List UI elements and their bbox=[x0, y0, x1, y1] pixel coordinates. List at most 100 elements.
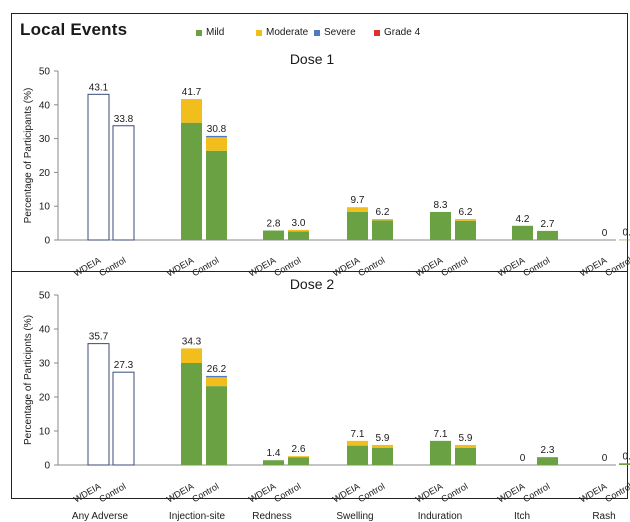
bottom-label-swelling: Swelling bbox=[336, 511, 374, 522]
dose-1-bar-injection-site-control-moderate bbox=[206, 137, 227, 151]
dose-1-bar-induration-wdeia-mild bbox=[430, 211, 451, 240]
legend: Mild Moderate Severe Grade 4 bbox=[196, 27, 420, 38]
dose-2-bar-injection-site-control-moderate bbox=[206, 377, 227, 387]
dose-2-data-label-rash-control: 0.5 bbox=[623, 451, 630, 462]
dose-1-bar-redness-wdeia-mild bbox=[263, 230, 284, 240]
dose-2-bar-label-itch-wdeia: WDEIA bbox=[496, 481, 527, 504]
dose-1-bar-swelling-control-moderate bbox=[372, 219, 393, 221]
dose-1-bar-label-itch-wdeia: WDEIA bbox=[496, 255, 527, 278]
dose-2-data-label-induration-control: 5.9 bbox=[459, 433, 473, 444]
bottom-label-any-adverse: Any Adverse bbox=[71, 511, 129, 522]
dose-2-bar-label-injection-site-control: Control bbox=[190, 481, 220, 504]
dose-1-bar-label-swelling-wdeia: WDEIA bbox=[331, 255, 362, 278]
dose-2-bar-label-itch-control: Control bbox=[521, 481, 551, 504]
dose-1-data-label-any-adverse-control: 33.8 bbox=[114, 114, 134, 125]
dose-2-bar-any-adverse-control bbox=[112, 371, 135, 466]
dose-2-y-tick-label: 30 bbox=[39, 359, 51, 370]
dose-1-bar-swelling-wdeia-moderate bbox=[347, 207, 368, 212]
dose-1-bar-swelling-control-mild bbox=[372, 220, 393, 240]
dose-1-data-label-redness-control: 3.0 bbox=[292, 218, 306, 229]
dose-2-bar-induration-wdeia-mild bbox=[430, 440, 451, 465]
dose-1-data-label-swelling-wdeia: 9.7 bbox=[351, 195, 365, 206]
dose-1-bar-label-induration-control: Control bbox=[439, 255, 469, 278]
dose-1-data-label-itch-wdeia: 4.2 bbox=[516, 214, 530, 225]
dose-2-bar-swelling-wdeia-mild bbox=[347, 445, 368, 465]
dose-2-y-tick-label: 40 bbox=[39, 325, 51, 336]
dose-2-bar-label-any-adverse-wdeia: WDEIA bbox=[72, 481, 103, 504]
dose-2-y-axis-label: Percentage of Participnts (%) bbox=[23, 315, 34, 445]
dose-1-data-label-any-adverse-wdeia: 43.1 bbox=[89, 82, 109, 93]
dose-2-bar-injection-site-control-mild bbox=[206, 386, 227, 465]
dose-2-bar-injection-site-wdeia-mild bbox=[181, 363, 202, 465]
dose-2-bar-redness-control-mild bbox=[288, 457, 309, 465]
dose-1-bar-any-adverse-control bbox=[112, 125, 135, 241]
dose-2-data-label-itch-control: 2.3 bbox=[541, 445, 555, 456]
dose-1-y-axis-label: Percentage of Participants (%) bbox=[23, 88, 34, 224]
dose-1-bar-label-redness-control: Control bbox=[272, 255, 302, 278]
dose-2-bar-induration-control-moderate bbox=[455, 444, 476, 448]
dose-1-y-tick-label: 10 bbox=[39, 202, 51, 213]
legend-label-grade4: Grade 4 bbox=[384, 27, 421, 38]
dose-1-y-tick-label: 20 bbox=[39, 168, 51, 179]
dose-1-bar-label-swelling-control: Control bbox=[356, 255, 386, 278]
dose-1-data-label-induration-control: 6.2 bbox=[459, 207, 473, 218]
dose-1-bar-swelling-wdeia-mild bbox=[347, 211, 368, 240]
dose-1-bar-label-itch-control: Control bbox=[521, 255, 551, 278]
dose-2-data-label-swelling-control: 5.9 bbox=[376, 433, 390, 444]
legend-item-grade4: Grade 4 bbox=[374, 27, 420, 38]
dose-2-bar-any-adverse-wdeia bbox=[87, 343, 110, 466]
dose-2-bar-label-rash-wdeia: WDEIA bbox=[578, 481, 609, 504]
dose-1-bar-redness-control-mild bbox=[288, 231, 309, 240]
dose-2-data-label-injection-site-control: 26.2 bbox=[207, 364, 227, 375]
dose-2-bar-label-any-adverse-control: Control bbox=[97, 481, 127, 504]
dose-1-data-label-induration-wdeia: 8.3 bbox=[434, 200, 448, 211]
bottom-label-injection-site: Injection-site bbox=[168, 511, 226, 522]
dose-1-data-label-rash-wdeia: 0 bbox=[602, 228, 608, 239]
dose-1-bar-itch-control-mild bbox=[537, 230, 558, 240]
dose-1-bar-label-injection-site-wdeia: WDEIA bbox=[165, 255, 196, 278]
dose-1-bar-any-adverse-wdeia bbox=[87, 93, 110, 241]
dose-2-bar-induration-control-mild bbox=[455, 448, 476, 465]
dose-2-data-label-rash-wdeia: 0 bbox=[602, 453, 608, 464]
dose-2-y-tick-label: 20 bbox=[39, 393, 51, 404]
dose-1-y-tick-label: 0 bbox=[44, 236, 50, 247]
dose-1-bar-injection-site-control-mild bbox=[206, 150, 227, 240]
legend-item-mild: Mild bbox=[196, 27, 256, 38]
dose-1-bar-rash-control-mild bbox=[619, 239, 630, 241]
dose-1-data-label-swelling-control: 6.2 bbox=[376, 207, 390, 218]
dose-1-bar-label-any-adverse-control: Control bbox=[97, 255, 127, 278]
dose-2-bar-swelling-control-mild bbox=[372, 448, 393, 465]
dose-2-bar-label-induration-wdeia: WDEIA bbox=[414, 481, 445, 504]
bottom-label-itch: Itch bbox=[513, 511, 531, 522]
dose-2-bar-label-rash-control: Control bbox=[603, 481, 630, 504]
dose-2-bar-rash-control-mild bbox=[619, 463, 630, 465]
dose-1-bar-induration-control-moderate bbox=[455, 219, 476, 221]
dose-1-y-tick-label: 30 bbox=[39, 134, 51, 145]
bottom-label-induration: Induration bbox=[417, 511, 463, 522]
legend-item-severe: Severe bbox=[314, 27, 374, 38]
legend-swatch-severe bbox=[314, 29, 320, 36]
legend-label-mild: Mild bbox=[206, 27, 225, 38]
dose-1-bar-injection-site-control-severe bbox=[206, 135, 227, 138]
dose-2-chart-title: Dose 2 bbox=[290, 276, 335, 292]
figure-title: Local Events bbox=[20, 20, 128, 39]
dose-1-data-label-injection-site-control: 30.8 bbox=[207, 124, 227, 135]
dose-2-data-label-induration-wdeia: 7.1 bbox=[434, 429, 448, 440]
legend-label-severe: Severe bbox=[324, 27, 356, 38]
dose-2-data-label-redness-wdeia: 1.4 bbox=[267, 448, 281, 459]
dose-1-bar-label-injection-site-control: Control bbox=[190, 255, 220, 278]
legend-item-moderate: Moderate bbox=[256, 27, 314, 38]
dose-2-y-tick-label: 0 bbox=[44, 461, 50, 472]
dose-2-bar-swelling-wdeia-moderate bbox=[347, 440, 368, 446]
dose-2-y-tick-label: 50 bbox=[39, 291, 51, 302]
dose-1-data-label-injection-site-wdeia: 41.7 bbox=[182, 87, 202, 98]
dose-2-data-label-injection-site-wdeia: 34.3 bbox=[182, 336, 202, 347]
dose-2-data-label-itch-wdeia: 0 bbox=[520, 453, 526, 464]
legend-swatch-grade4 bbox=[374, 29, 380, 36]
dose-1-bar-injection-site-wdeia-moderate bbox=[181, 99, 202, 123]
dose-2-bar-injection-site-wdeia-moderate bbox=[181, 348, 202, 363]
dose-2-bar-redness-wdeia-mild bbox=[263, 460, 284, 465]
dose-1-chart-title: Dose 1 bbox=[290, 51, 335, 67]
